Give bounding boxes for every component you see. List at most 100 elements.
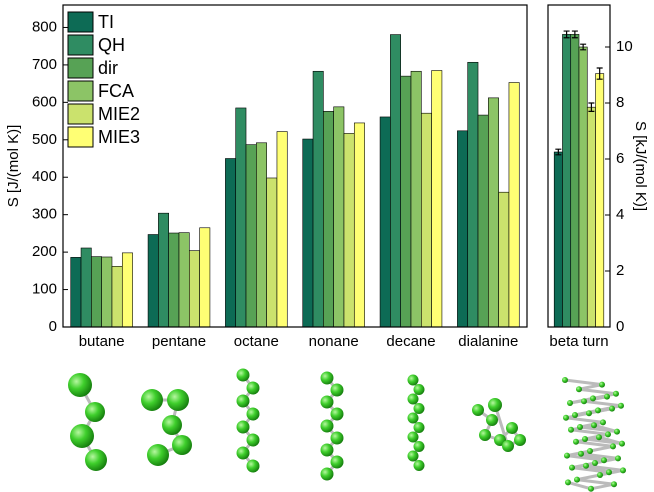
bar bbox=[121, 252, 133, 328]
atom bbox=[407, 374, 419, 386]
atom bbox=[407, 412, 419, 424]
bar bbox=[488, 97, 499, 328]
atom bbox=[70, 424, 94, 448]
atom bbox=[613, 390, 619, 397]
legend-swatch bbox=[67, 80, 94, 102]
atom bbox=[606, 469, 612, 476]
bar bbox=[199, 227, 211, 328]
bar bbox=[101, 256, 113, 328]
atom bbox=[413, 441, 425, 452]
bond bbox=[585, 464, 624, 472]
atom bbox=[147, 444, 169, 466]
atom bbox=[620, 467, 626, 474]
bar bbox=[276, 131, 288, 328]
y-tick-label: 0 bbox=[49, 318, 57, 335]
y-tick-label: 6 bbox=[616, 150, 624, 167]
atom bbox=[605, 431, 611, 438]
atom bbox=[601, 457, 607, 464]
bond bbox=[570, 428, 609, 436]
bar bbox=[80, 247, 92, 328]
y-axis-label: S [kJ/(mol K)] bbox=[632, 121, 649, 211]
error-bar bbox=[555, 148, 562, 156]
bar bbox=[562, 34, 572, 328]
y-tick-label: 4 bbox=[616, 206, 624, 223]
legend-label: dir bbox=[98, 58, 118, 78]
atom bbox=[246, 459, 260, 473]
error-bar bbox=[571, 30, 578, 39]
atom bbox=[587, 448, 593, 454]
atom bbox=[572, 412, 578, 418]
y-tick-label: 8 bbox=[616, 94, 624, 111]
atom bbox=[479, 429, 491, 441]
atom bbox=[514, 434, 526, 446]
atom bbox=[162, 415, 182, 435]
atom bbox=[236, 420, 250, 434]
legend-label: QH bbox=[98, 35, 125, 55]
atom bbox=[236, 394, 250, 408]
bond bbox=[578, 387, 617, 396]
y-tick-label: 700 bbox=[32, 56, 57, 73]
bar bbox=[498, 191, 510, 328]
x-tick-label: butane bbox=[79, 333, 125, 350]
y-tick-label: 0 bbox=[616, 318, 624, 335]
y-tick-label: 300 bbox=[32, 206, 57, 223]
atom bbox=[599, 381, 605, 388]
atom bbox=[413, 422, 425, 433]
atom bbox=[597, 472, 603, 478]
y-tick-label: 200 bbox=[32, 243, 57, 260]
atom bbox=[563, 414, 569, 421]
bond bbox=[575, 440, 614, 448]
bond bbox=[564, 378, 603, 387]
y-tick-label: 2 bbox=[616, 262, 624, 279]
bond bbox=[589, 444, 614, 453]
error-bar bbox=[588, 102, 595, 112]
bar bbox=[508, 82, 520, 328]
atom bbox=[330, 431, 344, 445]
bar bbox=[595, 73, 605, 328]
bar bbox=[457, 130, 469, 328]
atom bbox=[565, 479, 571, 486]
atom bbox=[591, 422, 597, 429]
atom bbox=[600, 419, 606, 426]
x-tick-label: dialanine bbox=[458, 333, 518, 350]
atom bbox=[236, 368, 250, 382]
atom bbox=[562, 377, 568, 383]
bar bbox=[256, 142, 267, 328]
bar bbox=[333, 106, 345, 328]
atom bbox=[502, 440, 514, 452]
bond bbox=[580, 452, 619, 460]
atom bbox=[141, 389, 163, 411]
bar bbox=[390, 34, 401, 328]
atom bbox=[330, 383, 344, 397]
error-bar bbox=[580, 43, 587, 51]
y-axis-label: S [J/(mol K)] bbox=[5, 125, 22, 208]
atom bbox=[320, 419, 334, 433]
bar bbox=[70, 257, 82, 328]
bond bbox=[565, 416, 604, 424]
bar bbox=[189, 250, 200, 328]
bar bbox=[225, 158, 237, 328]
bar bbox=[400, 75, 412, 328]
legend-label: MIE2 bbox=[98, 104, 140, 124]
error-bar bbox=[563, 30, 570, 39]
atom bbox=[407, 450, 419, 462]
atom bbox=[578, 450, 584, 457]
atom bbox=[85, 449, 107, 471]
atom bbox=[506, 422, 518, 434]
atom bbox=[413, 403, 425, 414]
atom bbox=[246, 381, 260, 395]
legend-swatch bbox=[67, 57, 94, 79]
bar bbox=[235, 107, 247, 328]
atom bbox=[568, 426, 574, 433]
legend-swatch bbox=[67, 11, 94, 33]
bar bbox=[421, 112, 432, 328]
atom bbox=[413, 460, 425, 471]
plot-frame bbox=[547, 4, 611, 328]
legend-label: MIE3 bbox=[98, 127, 140, 147]
bar bbox=[323, 111, 334, 328]
atom bbox=[614, 428, 620, 435]
atom bbox=[595, 407, 601, 414]
atom bbox=[320, 395, 334, 409]
atom bbox=[488, 398, 502, 412]
atom bbox=[567, 400, 573, 406]
